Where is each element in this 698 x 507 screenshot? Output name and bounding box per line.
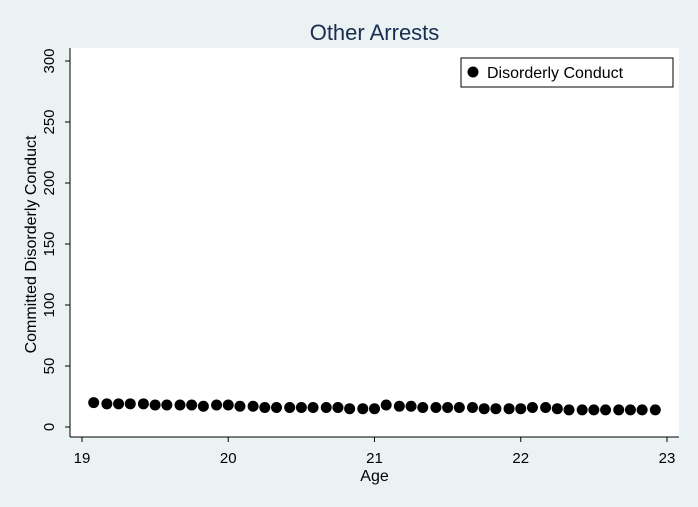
data-point [113, 398, 125, 410]
data-point [405, 400, 417, 412]
data-point [234, 400, 246, 412]
data-point [247, 400, 259, 412]
data-point [197, 400, 209, 412]
data-point [161, 399, 173, 411]
data-point [649, 404, 661, 416]
data-point [417, 401, 429, 413]
y-tick-label: 200 [41, 170, 58, 195]
legend-box [460, 57, 674, 88]
data-point [186, 399, 198, 411]
x-tick-label: 22 [512, 450, 529, 467]
data-point [540, 401, 552, 413]
x-tick-label: 20 [220, 450, 237, 467]
data-point [551, 403, 563, 415]
data-point [222, 399, 234, 411]
x-tick-label: 21 [366, 450, 383, 467]
y-tick-label: 0 [41, 423, 58, 431]
data-point [613, 404, 625, 416]
data-point [515, 403, 527, 415]
y-axis: 0 50 100 150 200 250 300 [41, 48, 71, 437]
x-axis-title: Age [360, 468, 389, 485]
data-point [442, 401, 454, 413]
data-points [88, 397, 661, 416]
data-point [380, 399, 392, 411]
data-point [636, 404, 648, 416]
data-point [88, 397, 100, 409]
x-tick-label: 19 [74, 450, 91, 467]
data-point [271, 401, 283, 413]
chart-title: Other Arrests [310, 20, 440, 45]
x-axis: 19 20 21 22 23 [70, 436, 679, 467]
data-point [393, 400, 405, 412]
data-point [430, 401, 442, 413]
data-point [295, 401, 307, 413]
data-point [563, 404, 575, 416]
data-point [478, 403, 490, 415]
data-point [332, 401, 344, 413]
data-point [320, 401, 332, 413]
data-point [259, 401, 271, 413]
y-tick-label: 300 [41, 48, 58, 73]
y-tick-label: 100 [41, 292, 58, 317]
data-point [149, 399, 161, 411]
data-point [490, 403, 502, 415]
data-point [124, 398, 136, 410]
data-point [503, 403, 515, 415]
data-point [600, 404, 612, 416]
data-point [101, 398, 113, 410]
legend: Disorderly Conduct [460, 57, 674, 88]
legend-label: Disorderly Conduct [487, 65, 624, 82]
data-point [137, 398, 149, 410]
data-point [284, 401, 296, 413]
data-point [576, 404, 588, 416]
y-axis-title: Committed Disorderly Conduct [23, 135, 40, 353]
data-point [307, 401, 319, 413]
data-point [624, 404, 636, 416]
plot-area [70, 48, 679, 437]
data-point [344, 403, 356, 415]
legend-marker [467, 66, 479, 78]
data-point [588, 404, 600, 416]
y-tick-label: 150 [41, 231, 58, 256]
y-tick-label: 250 [41, 109, 58, 134]
data-point [453, 401, 465, 413]
data-point [466, 401, 478, 413]
data-point [211, 399, 223, 411]
data-point [174, 399, 186, 411]
x-tick-label: 23 [659, 450, 676, 467]
data-point [357, 403, 369, 415]
data-point [369, 403, 380, 415]
y-tick-label: 50 [41, 358, 58, 375]
data-point [526, 401, 538, 413]
